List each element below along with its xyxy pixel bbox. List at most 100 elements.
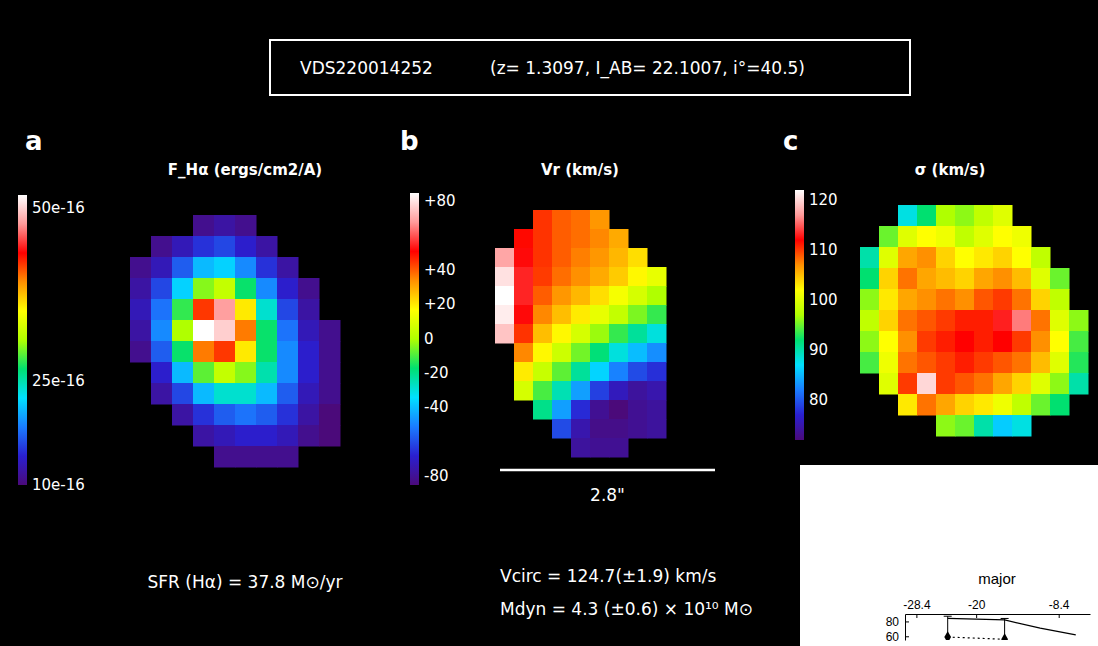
colorbar-tick-label: 100 <box>809 291 838 309</box>
chart-title: major <box>978 570 1016 587</box>
colorbar <box>795 190 804 440</box>
heatmap-cell <box>917 268 937 290</box>
x-axis: -28.4-20-8.4 <box>903 598 1090 618</box>
heatmap-cell <box>1031 310 1051 332</box>
heatmap-cell <box>1012 289 1032 311</box>
heatmap-cell <box>647 343 667 363</box>
heatmap-cell <box>917 247 937 269</box>
heatmap-cell <box>235 278 257 300</box>
heatmap-cell <box>533 248 553 268</box>
heatmap-cell <box>151 257 173 279</box>
heatmap-cell <box>277 446 299 468</box>
heatmap-cell <box>628 286 648 306</box>
heatmap-cell <box>590 267 610 287</box>
heatmap-cell <box>879 373 899 395</box>
heatmap-cell <box>214 299 236 321</box>
heatmap-cell <box>172 341 194 363</box>
heatmap-cell <box>860 268 880 290</box>
heatmap-cell <box>917 310 937 332</box>
heatmap-cell <box>533 210 553 230</box>
heatmap-cell <box>277 278 299 300</box>
heatmap-cell <box>628 267 648 287</box>
colorbar-tick-label: 110 <box>809 241 838 259</box>
heatmap-cell <box>571 324 591 344</box>
x-tick-mark <box>916 614 917 618</box>
heatmap-cell <box>898 247 918 269</box>
panel-a: aF_Hα (ergs/cm2/A)50e-1625e-1610e-16SFR … <box>18 126 343 592</box>
heatmap-cell <box>552 343 572 363</box>
heatmap-cell <box>936 331 956 353</box>
heatmap-cell <box>256 299 278 321</box>
heatmap-cell <box>151 362 173 384</box>
heatmap-cell <box>1012 373 1032 395</box>
object-parameters: (z= 1.3097, I_AB= 22.1007, i°=40.5) <box>490 58 805 79</box>
panel-title: σ (km/s) <box>915 161 986 179</box>
heatmap-cell <box>495 286 515 306</box>
x-tick-label: -8.4 <box>1049 598 1070 612</box>
heatmap-cell <box>514 343 534 363</box>
heatmap-cell <box>193 341 215 363</box>
heatmap-cell <box>235 299 257 321</box>
heatmap-cell <box>495 267 515 287</box>
heatmap-cell <box>1012 415 1032 437</box>
colorbar-tick-label: 80 <box>809 391 828 409</box>
heatmap-cell <box>552 400 572 420</box>
colorbar <box>410 193 419 485</box>
heatmap-cell <box>1012 226 1032 248</box>
heatmap-cell <box>298 341 320 363</box>
heatmap-cell <box>552 286 572 306</box>
heatmap-cell <box>130 257 152 279</box>
colorbar-tick-label: 120 <box>809 191 838 209</box>
panel-title: F_Hα (ergs/cm2/A) <box>168 161 322 179</box>
heatmap-cell <box>955 394 975 416</box>
heatmap-cell <box>974 331 994 353</box>
heatmap-cell <box>235 215 257 237</box>
heatmap-cell <box>993 205 1013 227</box>
colorbar-tick-label: -20 <box>424 364 449 382</box>
heatmap-cell <box>1031 352 1051 374</box>
heatmap-cell <box>571 419 591 439</box>
heatmap-cell <box>628 419 648 439</box>
y-tick-mark <box>905 636 909 637</box>
heatmap-cell <box>917 226 937 248</box>
heatmap-cell <box>974 373 994 395</box>
heatmap-cell <box>955 373 975 395</box>
heatmap-cell <box>571 381 591 401</box>
heatmap-cell <box>298 383 320 405</box>
heatmap-cell <box>533 343 553 363</box>
heatmap-cell <box>860 310 880 332</box>
heatmap-cell <box>879 226 899 248</box>
heatmap-cell <box>256 362 278 384</box>
heatmap-cell <box>1012 331 1032 353</box>
panel-label: b <box>400 126 419 156</box>
heatmap-cell <box>1069 373 1089 395</box>
heatmap-cell <box>533 362 553 382</box>
heatmap-cell <box>571 210 591 230</box>
heatmap-cell <box>917 289 937 311</box>
y-tick: 80 <box>886 615 909 629</box>
scale-bar <box>500 469 715 472</box>
heatmap-cell <box>514 248 534 268</box>
heatmap-cell <box>974 247 994 269</box>
heatmap-cell <box>193 257 215 279</box>
heatmap-cell <box>193 299 215 321</box>
heatmap-cell <box>151 236 173 258</box>
heatmap-cell <box>495 305 515 325</box>
heatmap-cell <box>917 352 937 374</box>
heatmap-cell <box>590 362 610 382</box>
annotation: SFR (Hα) = 37.8 M⊙/yr <box>147 572 342 592</box>
heatmap-cell <box>256 341 278 363</box>
heatmap-cell <box>533 381 553 401</box>
y-tick-label: 60 <box>886 630 900 644</box>
heatmap-cell <box>955 205 975 227</box>
heatmap-cell <box>647 286 667 306</box>
heatmap-cell <box>860 247 880 269</box>
series-line <box>948 618 1076 634</box>
heatmap-cell <box>277 425 299 447</box>
heatmap-cell <box>647 400 667 420</box>
heatmap-cell <box>993 289 1013 311</box>
heatmap-cell <box>609 305 629 325</box>
heatmap-cell <box>235 320 257 342</box>
heatmap-cell <box>1031 394 1051 416</box>
heatmap-cell <box>609 362 629 382</box>
